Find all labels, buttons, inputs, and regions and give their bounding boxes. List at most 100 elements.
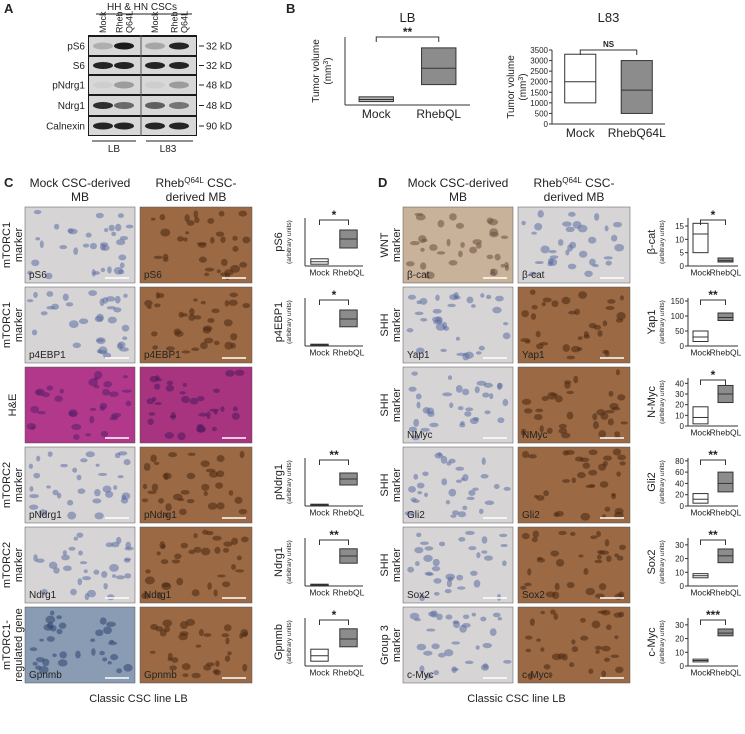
cell — [216, 269, 221, 274]
cell — [540, 610, 546, 615]
cell — [457, 511, 467, 518]
cell — [150, 623, 158, 631]
stain-label: p4EBP1 — [29, 350, 66, 361]
x-tick-label: Mock — [309, 348, 330, 358]
cell — [489, 228, 499, 236]
cell — [198, 256, 207, 263]
cell — [189, 308, 195, 316]
column-header: derived MB — [166, 190, 227, 204]
x-tick-label: Mock — [690, 428, 711, 438]
cell — [114, 452, 121, 459]
cell — [558, 423, 567, 429]
cell — [112, 574, 117, 578]
cell — [95, 212, 104, 219]
cell — [35, 558, 45, 563]
cell — [432, 558, 440, 567]
cell — [88, 290, 98, 297]
cell — [423, 650, 433, 656]
cell — [520, 428, 527, 436]
cell — [613, 612, 623, 618]
panel-label: B — [286, 1, 295, 16]
cell — [198, 628, 204, 637]
cell — [220, 236, 226, 244]
cell — [224, 299, 230, 307]
cell — [103, 381, 113, 388]
lane-label-line: Rheb — [115, 11, 125, 33]
x-tick-label: RhebQL — [710, 588, 742, 598]
stain-label: β-cat — [407, 270, 430, 281]
cell — [165, 503, 172, 512]
cell — [117, 475, 124, 479]
cell — [577, 224, 588, 233]
bracket — [700, 379, 726, 385]
cell — [46, 485, 51, 489]
cell — [578, 250, 588, 258]
stain-label: β-cat — [522, 270, 545, 281]
cell — [82, 243, 90, 248]
cell — [595, 649, 600, 654]
cell — [524, 408, 533, 414]
cell — [615, 369, 621, 376]
cell — [165, 384, 175, 392]
cell — [521, 220, 526, 226]
cell — [183, 237, 188, 242]
stain-label: Gli2 — [407, 510, 425, 521]
cell — [594, 213, 600, 221]
y-tick-label: 30 — [675, 621, 684, 630]
cell — [415, 561, 420, 567]
group-label: LB — [108, 144, 121, 155]
cell — [123, 459, 131, 466]
cell — [445, 500, 451, 505]
cell — [536, 557, 546, 563]
cell — [434, 452, 444, 459]
cell — [123, 293, 128, 298]
cell — [165, 346, 175, 351]
cell — [433, 669, 440, 676]
y-axis-label: (arbitrary units) — [286, 300, 293, 344]
cell — [234, 369, 245, 376]
cell — [540, 245, 550, 254]
cell — [182, 382, 187, 387]
row-label-line: marker — [13, 548, 25, 583]
cell — [546, 427, 553, 434]
cell — [168, 452, 178, 458]
cell — [213, 589, 218, 597]
lane-label-line: Mock — [98, 11, 108, 33]
cell — [105, 296, 116, 302]
cell — [70, 588, 77, 596]
cell — [93, 376, 99, 381]
cell — [179, 391, 186, 395]
micrograph — [517, 606, 631, 684]
cell — [239, 261, 248, 268]
cell — [208, 471, 219, 478]
column-header: derived MB — [544, 190, 605, 204]
cell — [242, 236, 251, 244]
cell — [71, 423, 82, 431]
protein-label: S6 — [73, 61, 86, 72]
cell — [89, 415, 95, 424]
band — [114, 81, 134, 89]
cell — [73, 434, 80, 440]
protein-label: pNdrg1 — [52, 81, 85, 92]
cell — [436, 613, 443, 621]
chart-title: Sox2 — [646, 549, 658, 574]
cell — [460, 241, 465, 248]
row-label-line: marker — [391, 468, 403, 503]
cell — [181, 313, 188, 317]
cell — [224, 341, 233, 350]
y-axis-label-line: Tumor volume — [506, 55, 517, 119]
cell — [83, 569, 88, 574]
cell — [92, 498, 102, 504]
bracket — [579, 49, 638, 55]
blot-strip — [89, 37, 196, 55]
unit-sup: 3 — [323, 61, 330, 65]
cell — [27, 270, 33, 275]
cell — [605, 306, 615, 311]
stain-label: c-Myc — [407, 670, 434, 681]
cell — [550, 393, 558, 397]
box — [692, 222, 709, 254]
box — [564, 53, 597, 104]
cell — [428, 611, 437, 617]
size-label: 32 kD — [206, 42, 232, 53]
cell — [604, 409, 615, 414]
